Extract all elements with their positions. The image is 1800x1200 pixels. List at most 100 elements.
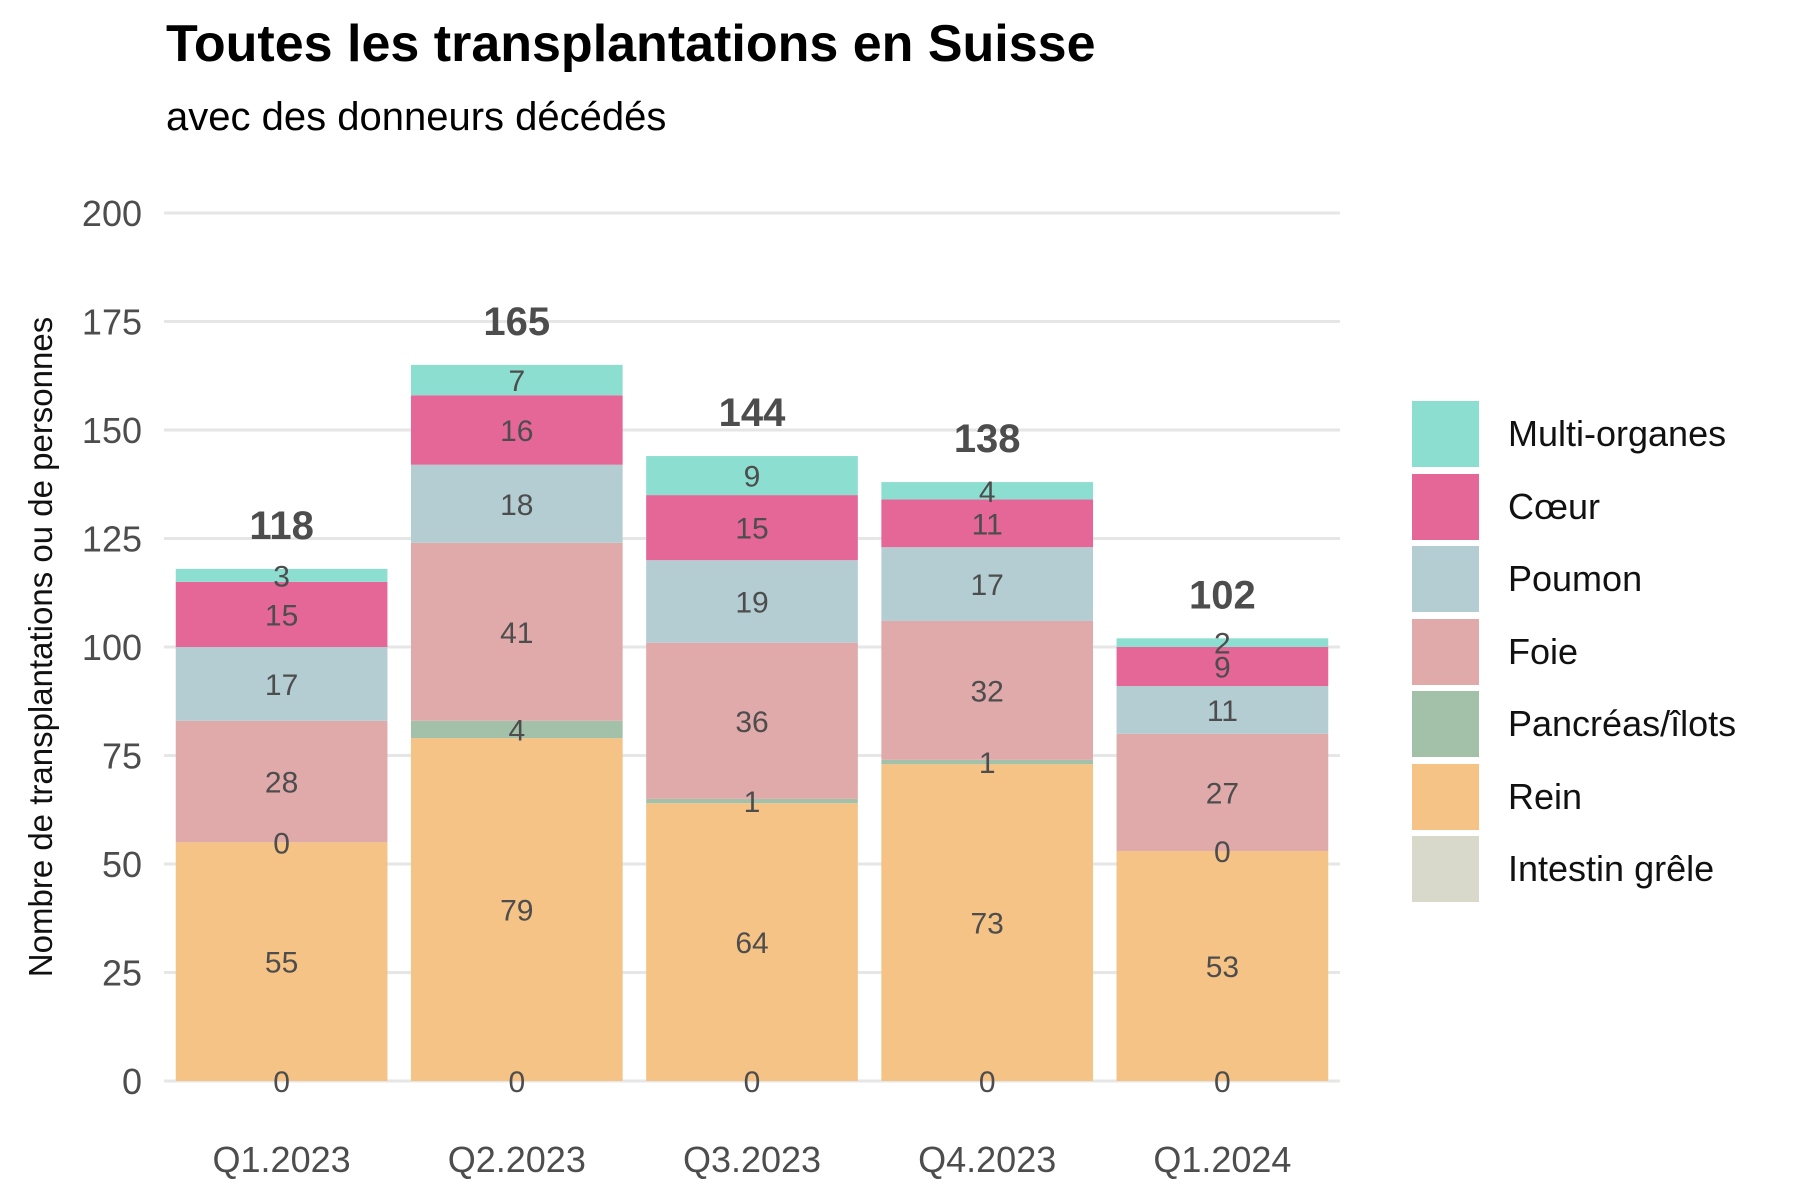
segment-value-label: 4 <box>508 714 525 747</box>
bar-segment <box>646 642 858 799</box>
legend-swatch <box>1412 691 1479 758</box>
segment-value-label: 11 <box>1207 695 1238 728</box>
segment-value-label: 41 <box>500 617 533 650</box>
segment-value-label: 32 <box>971 675 1004 708</box>
segment-value-label: 0 <box>979 1066 996 1099</box>
bar-segment <box>175 647 388 721</box>
y-tick-label: 175 <box>82 302 142 343</box>
segment-value-label: 36 <box>735 706 768 739</box>
segment-value-label: 27 <box>1206 777 1239 810</box>
bar-segment <box>1116 850 1329 1081</box>
segment-value-label: 53 <box>1206 951 1239 984</box>
legend-swatch <box>1412 618 1479 685</box>
bar-segment <box>410 542 623 721</box>
segment-value-label: 2 <box>1214 628 1231 661</box>
segment-value-label: 0 <box>273 1066 290 1099</box>
segment-value-label: 1 <box>744 786 761 819</box>
total-value-label: 102 <box>1189 573 1256 617</box>
total-labels: 118 165 144 138 102 <box>249 300 1255 617</box>
legend-label: Foie <box>1508 630 1579 672</box>
legend-item: Rein <box>1412 761 1736 834</box>
bar-segment <box>410 720 623 739</box>
segment-value-label: 64 <box>735 927 768 960</box>
bar-segment <box>410 395 623 465</box>
legend-item: Poumon <box>1412 543 1736 616</box>
legend-item: Multi-organes <box>1412 398 1736 471</box>
segment-value-label: 4 <box>979 476 996 509</box>
segment-value-label: 11 <box>972 508 1003 541</box>
bar-segment <box>646 560 858 643</box>
bar-segment <box>646 456 858 496</box>
segment-value-label: 17 <box>265 669 298 702</box>
segment-labels: 0 55 0 28 17 15 3 0 79 4 41 18 16 7 0 64 1 36 19 15 9 0 73 1 32 1… <box>265 365 1239 1099</box>
x-tick-label: Q1.2023 <box>213 1139 351 1180</box>
segment-value-label: 15 <box>265 599 298 632</box>
segment-value-label: 3 <box>273 560 290 593</box>
segment-value-label: 1 <box>979 747 996 780</box>
chart-title: Toutes les transplantations en Suisse <box>166 15 1096 73</box>
legend-label: Cœur <box>1508 485 1600 527</box>
total-value-label: 118 <box>249 504 314 548</box>
bar-segment <box>646 495 858 561</box>
bar-segment <box>410 738 623 1081</box>
bar-segment <box>175 568 388 582</box>
legend-label: Multi-organes <box>1508 413 1727 455</box>
y-tick-label: 50 <box>102 844 142 885</box>
y-tick-label: 100 <box>82 627 142 668</box>
segment-value-label: 0 <box>744 1066 761 1099</box>
segment-value-label: 0 <box>508 1066 525 1099</box>
x-tick-label: Q4.2023 <box>918 1139 1056 1180</box>
legend: Multi-organes Cœur Poumon Foie Pancréas/îlot… <box>1412 398 1736 906</box>
bars <box>175 364 1329 1081</box>
legend-swatch <box>1412 546 1479 613</box>
legend-swatch <box>1412 473 1479 540</box>
legend-label: Intestin grêle <box>1508 848 1715 890</box>
legend-item: Foie <box>1412 616 1736 689</box>
segment-value-label: 0 <box>273 827 290 860</box>
segment-value-label: 0 <box>1214 836 1231 869</box>
segment-value-label: 15 <box>735 513 768 546</box>
segment-value-label: 73 <box>971 908 1004 941</box>
legend-label: Poumon <box>1508 558 1643 600</box>
segment-value-label: 79 <box>500 895 533 928</box>
segment-value-label: 9 <box>744 461 761 494</box>
legend-item: Intestin grêle <box>1412 833 1736 906</box>
bar-segment <box>175 720 388 843</box>
legend-swatch <box>1412 763 1479 830</box>
x-axis-ticks: Q1.2023 Q2.2023 Q3.2023 Q4.2023 Q1.2024 <box>213 1139 1292 1180</box>
legend-swatch <box>1412 401 1479 468</box>
bar-segment <box>646 803 858 1081</box>
y-tick-label: 125 <box>82 519 142 560</box>
legend-item: Pancréas/îlots <box>1412 688 1736 761</box>
bar-segment <box>881 499 1094 548</box>
x-tick-label: Q1.2024 <box>1153 1139 1291 1180</box>
segment-value-label: 18 <box>500 489 533 522</box>
segment-value-label: 16 <box>500 415 533 448</box>
total-value-label: 144 <box>719 391 786 435</box>
y-tick-label: 0 <box>122 1061 142 1102</box>
bar-segment <box>646 798 858 804</box>
segment-value-label: 55 <box>265 947 298 980</box>
total-value-label: 138 <box>954 417 1021 461</box>
bar-segment <box>1116 638 1329 647</box>
bar-segment <box>881 764 1094 1081</box>
legend-item: Cœur <box>1412 471 1736 544</box>
y-axis-label: Nombre de transplantations ou de personn… <box>22 317 59 977</box>
chart-subtitle: avec des donneurs décédés <box>166 95 667 139</box>
y-axis-ticks: 0 25 50 75 100 125 150 175 200 <box>82 193 142 1102</box>
y-tick-label: 200 <box>82 193 142 234</box>
bar-segment <box>175 842 388 1081</box>
x-tick-label: Q3.2023 <box>683 1139 821 1180</box>
bar-segment <box>881 620 1094 760</box>
y-tick-label: 150 <box>82 410 142 451</box>
bar-segment <box>1116 733 1329 851</box>
legend-swatch <box>1412 836 1479 903</box>
segment-value-label: 19 <box>735 586 768 619</box>
bar-segment <box>881 482 1094 500</box>
segment-value-label: 7 <box>508 365 525 398</box>
segment-value-label: 0 <box>1214 1066 1231 1099</box>
y-tick-label: 25 <box>102 953 142 994</box>
bar-segment <box>881 759 1094 765</box>
